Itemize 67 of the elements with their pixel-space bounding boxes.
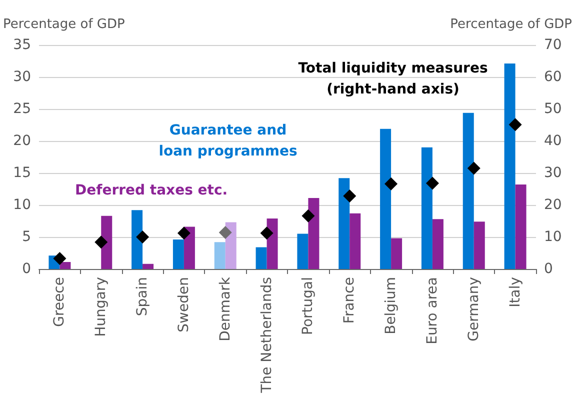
bar [142,264,154,269]
y-tick-label: 5 [22,229,31,245]
y2-tick-label: 20 [544,197,562,213]
bar [225,222,236,269]
bar [172,240,184,269]
point [53,252,66,265]
y2-tick-label: 30 [544,165,562,181]
x-tick-label: France [342,277,358,324]
point [260,226,274,240]
bar [504,64,516,269]
x-tick-label: Italy [507,277,524,308]
bar [266,218,278,269]
point [508,118,522,132]
x-tick-label: Denmark [217,276,234,342]
bar [350,213,361,269]
y-tick-label: 35 [13,37,31,53]
bar [515,184,526,269]
x-tick-label: Greece [52,277,68,327]
point [343,190,356,203]
y2-tick-label: 40 [544,133,562,149]
series-label: Deferred taxes etc. [75,182,228,198]
point [384,177,398,190]
y2-tick-label: 70 [544,37,562,53]
x-tick-label: Belgium [383,277,400,334]
bar [214,242,226,269]
bar [338,178,350,269]
y-tick-label: 15 [13,165,31,181]
x-tick-label: The Netherlands [258,277,275,394]
bar [308,198,320,269]
point [94,236,108,249]
bar [421,147,432,269]
point [136,230,150,244]
bar [297,234,308,269]
x-tick-label: Hungary [93,277,110,337]
x-tick-label: Euro area [424,277,440,344]
bar [380,128,392,269]
bar [474,222,485,269]
y2-tick-label: 0 [544,261,553,277]
x-tick-label: Portugal [300,277,316,335]
x-tick-label: Germany [466,277,482,342]
y2-tick-label: 50 [544,101,562,117]
point [218,226,232,240]
y-tick-label: 10 [13,197,31,213]
y-tick-label: 0 [22,261,31,277]
bar [184,226,195,269]
bar [60,262,71,269]
text: Total liquidity measures (right-hand axis) [298,60,488,98]
bar [132,210,143,269]
bar [462,112,474,269]
x-tick-label: Sweden [176,277,192,332]
y2-tick-label: 60 [544,69,562,85]
y-tick-label: 20 [13,133,31,149]
y-tick-label: 30 [13,69,31,85]
y2-tick-label: 10 [544,229,562,245]
bar [256,247,267,269]
text: Guarantee and loan programmes [158,122,298,160]
point [177,226,190,240]
y2-axis-title: Percentage of GDP [450,17,572,32]
point [467,162,480,175]
bar [391,238,402,269]
x-tick-label: Spain [134,277,151,316]
y-axis-title: Percentage of GDP [3,17,126,32]
bar [101,216,112,269]
bar [432,219,444,269]
point [302,209,315,222]
point [426,176,439,190]
y-tick-label: 25 [13,101,31,117]
